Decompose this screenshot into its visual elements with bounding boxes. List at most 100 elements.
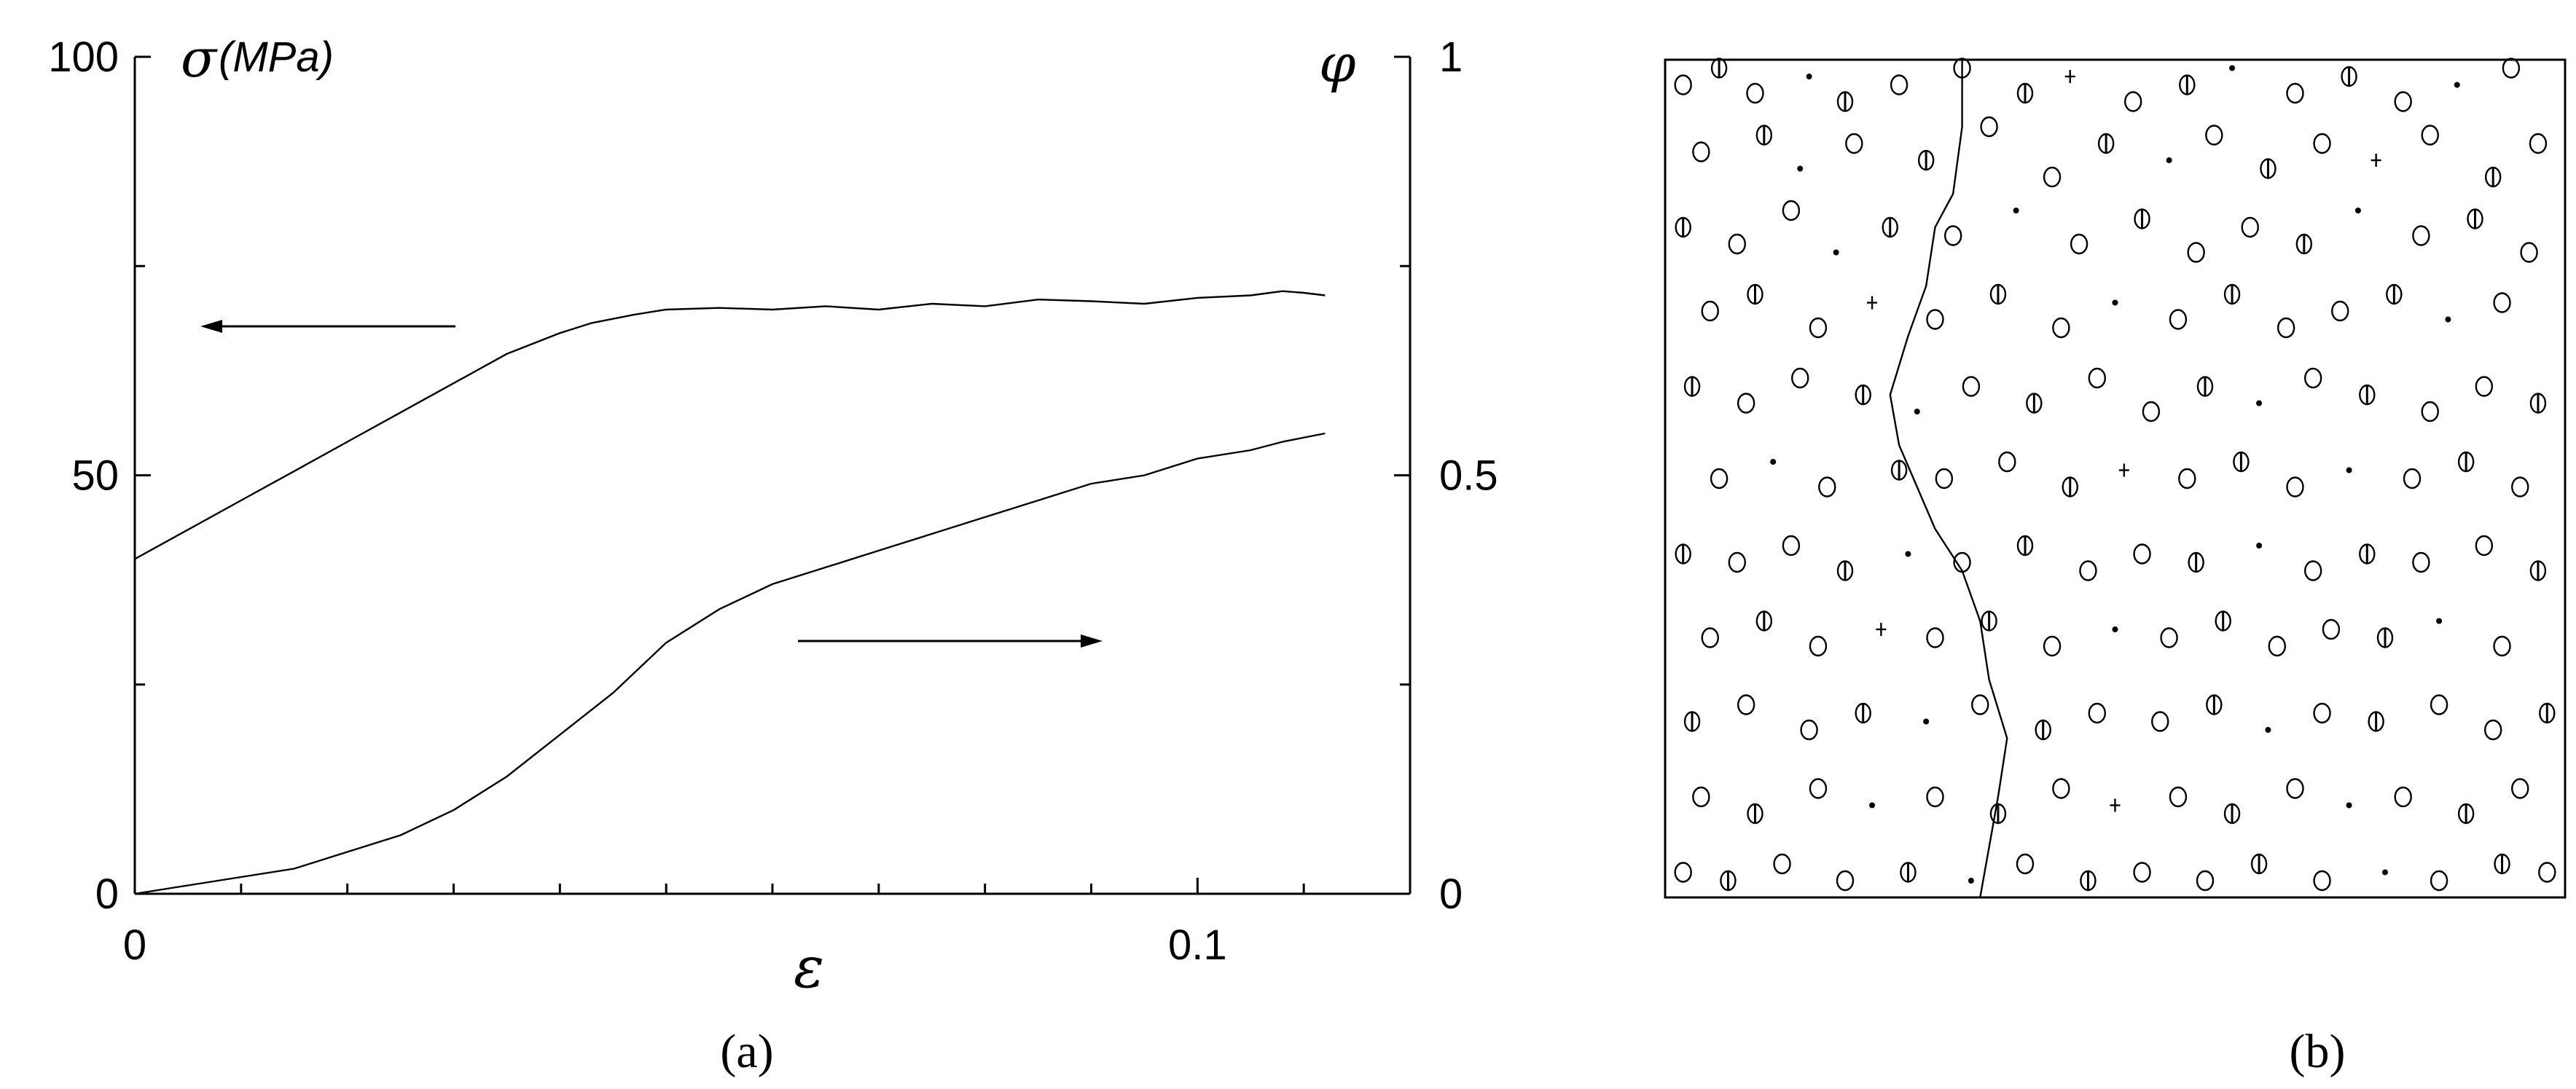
particle-circle: [2483, 719, 2502, 741]
particle-dot: [2436, 618, 2443, 624]
particle-split-ring: [2467, 208, 2483, 229]
particle-dot: [1869, 802, 1876, 809]
particle-circle: [1935, 468, 1954, 490]
particle-circle: [2196, 870, 2215, 892]
particle-split-ring: [2223, 283, 2241, 305]
particle-circle: [1971, 694, 1989, 715]
right-tick-label: 1: [1439, 34, 1463, 81]
particle-circle: [2133, 862, 2151, 883]
particle-circle: [2151, 711, 2169, 732]
particle-split-ring: [2386, 283, 2403, 305]
particle-split-ring: [1755, 125, 1773, 146]
particle-circle: [2520, 242, 2538, 263]
particle-circle: [2412, 225, 2430, 246]
particle-dot: [2445, 316, 2451, 323]
particle-split-ring: [1989, 283, 2007, 305]
right-arrow-head: [1081, 634, 1103, 648]
x-axis-symbol: ε: [794, 935, 824, 1001]
particle-split-ring: [2134, 208, 2150, 229]
particle-circle: [2142, 401, 2161, 422]
particle-circle: [1692, 141, 1710, 162]
panel-b-frame: [1664, 58, 2567, 899]
particle-circle: [2511, 778, 2529, 799]
x-tick-label: 0: [123, 921, 146, 969]
particle-split-ring: [2097, 133, 2115, 154]
particle-circle: [2538, 862, 2556, 883]
particle-split-ring: [2035, 719, 2051, 741]
particle-circle: [2313, 133, 2331, 154]
particle-dot: [2112, 299, 2118, 306]
particle-circle: [2475, 535, 2494, 557]
particle-split-ring: [2206, 694, 2223, 715]
particle-circle: [2088, 367, 2107, 389]
particle-dot: [1806, 74, 1812, 79]
right-tick-label: 0.5: [1439, 452, 1498, 500]
particle-plus: [2110, 798, 2121, 812]
particle-dot: [1914, 409, 1920, 414]
left-tick-label: 50: [71, 452, 119, 500]
particle-split-ring: [2016, 82, 2034, 104]
particle-split-ring: [2359, 384, 2376, 406]
particle-circle: [1701, 627, 1719, 648]
particle-circle: [1926, 786, 1944, 808]
particle-circle: [1674, 862, 1692, 883]
particle-circle: [1809, 635, 1828, 657]
stress-curve: [134, 290, 1326, 560]
particle-plus: [2371, 154, 2381, 167]
particle-circle: [2169, 786, 2188, 808]
particle-circle: [1773, 853, 1791, 875]
particle-dot: [2382, 869, 2388, 876]
particle-split-ring: [1855, 702, 1871, 724]
crack-path: [1889, 60, 2008, 898]
particle-split-ring: [1855, 384, 1871, 406]
particle-split-ring: [2250, 853, 2268, 875]
particle-circle: [1728, 233, 1747, 255]
particle-split-ring: [2539, 702, 2556, 724]
particle-circle: [2331, 300, 2349, 322]
panel-b: (b): [1664, 58, 2567, 1078]
particle-dot: [1797, 165, 1804, 172]
particle-split-ring: [2457, 451, 2475, 473]
panel-a: 0 50 100 0 0.5 1 0 0.1 σ (MPa) φ ε (a): [48, 28, 1498, 1078]
particle-dot: [2346, 802, 2352, 809]
particle-split-ring: [2179, 74, 2196, 95]
particle-split-ring: [2341, 66, 2357, 87]
particle-circle: [1746, 82, 1764, 104]
particle-circle: [2043, 166, 2062, 188]
particle-split-ring: [1755, 610, 1773, 632]
particle-circle: [2169, 309, 2188, 330]
particle-circle: [1998, 451, 2016, 473]
particle-split-ring: [1747, 803, 1763, 825]
particle-circle: [2205, 125, 2223, 146]
particle-circle: [1674, 74, 1692, 95]
particle-split-ring: [2196, 376, 2214, 397]
particle-circle: [1692, 786, 1710, 808]
particle-split-ring: [2062, 476, 2078, 498]
particle-dot: [1923, 718, 1930, 725]
particle-circle: [2313, 870, 2331, 892]
particle-plus: [2118, 463, 2129, 477]
particle-split-ring: [2359, 543, 2376, 565]
particle-circle: [2286, 476, 2304, 498]
particle-circle: [2123, 91, 2142, 112]
particle-circle: [1701, 300, 1719, 322]
particle-circle: [2286, 82, 2304, 104]
particle-circle: [1980, 116, 1998, 138]
particle-circle: [2322, 618, 2341, 640]
left-axis-unit: (MPa): [219, 34, 334, 81]
damage-curve: [134, 432, 1326, 895]
particle-split-ring: [1675, 216, 1691, 238]
particle-dot: [1770, 459, 1777, 465]
particle-circle: [1962, 376, 1981, 397]
particle-split-ring: [2484, 166, 2502, 188]
particle-dot: [2256, 400, 2263, 406]
particle-dot: [1833, 249, 1839, 256]
particle-dot: [2256, 543, 2263, 549]
particle-split-ring: [1683, 376, 1701, 397]
particle-circle: [2079, 560, 2097, 581]
particle-split-ring: [2188, 551, 2204, 573]
particle-circle: [2430, 694, 2448, 715]
particle-circle: [2052, 778, 2070, 799]
particle-dot: [1968, 878, 1974, 884]
particle-circle: [2394, 91, 2412, 112]
